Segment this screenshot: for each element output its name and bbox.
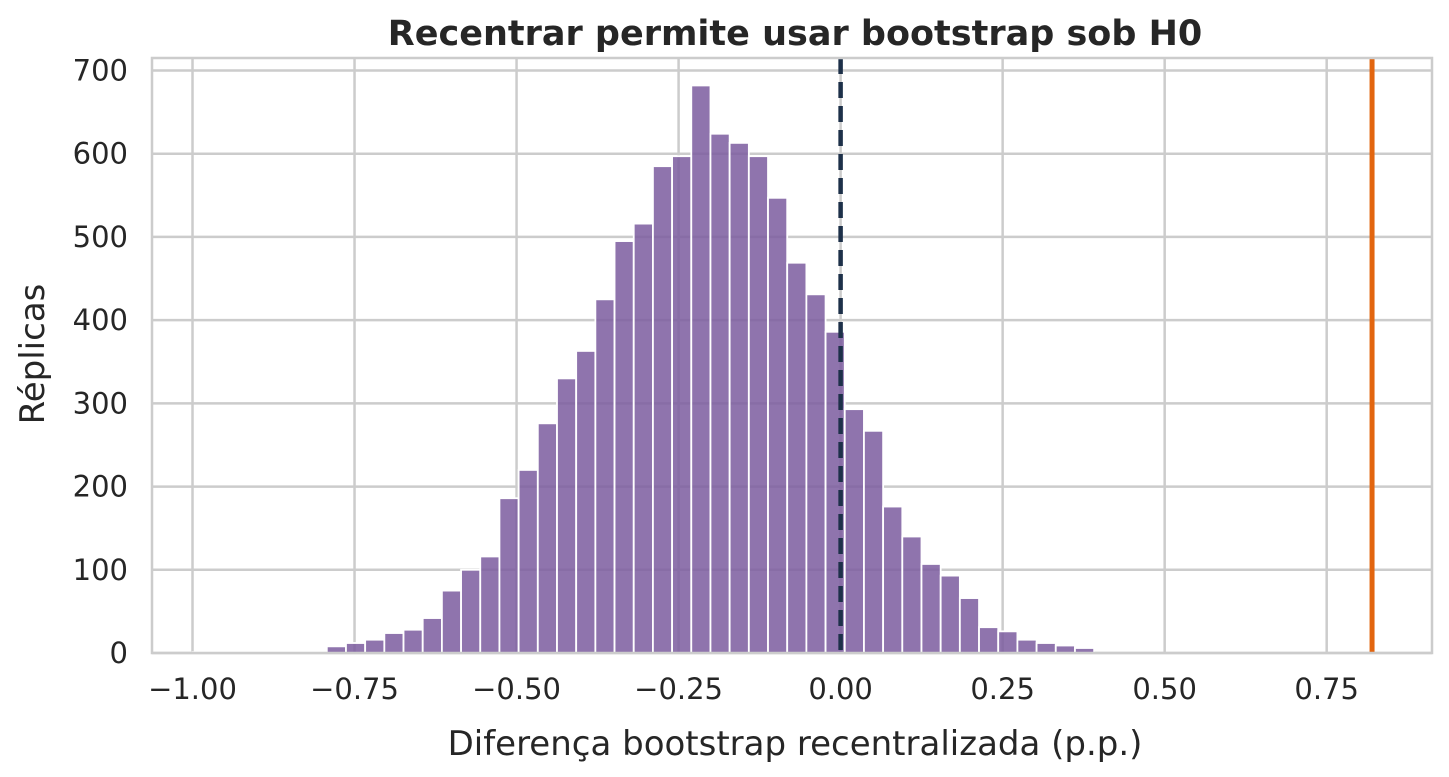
histogram-bar xyxy=(536,422,558,654)
histogram-bar xyxy=(767,196,789,654)
y-tick-label: 500 xyxy=(73,220,128,254)
histogram-bar xyxy=(978,626,1000,654)
chart-title: Recentrar permite usar bootstrap sob H0 xyxy=(388,14,1202,54)
histogram-bar xyxy=(421,617,443,654)
histogram-bar xyxy=(613,240,635,654)
histogram-bar xyxy=(690,84,712,654)
reference-lines xyxy=(838,58,1375,653)
histogram-bar xyxy=(1035,642,1057,654)
histogram-bar xyxy=(747,155,769,654)
histogram-bar xyxy=(920,563,942,654)
histogram-bar xyxy=(460,568,482,654)
histogram-bar xyxy=(383,632,405,654)
y-axis-ticks: 0 100 200 300 400 500 600 700 xyxy=(73,53,128,670)
histogram-bar xyxy=(556,377,578,654)
histogram-bar xyxy=(709,132,731,654)
histogram-bar xyxy=(402,628,424,654)
x-axis-ticks: −1.00 −0.75 −0.50 −0.25 0.00 0.25 0.50 0.75 xyxy=(148,672,1359,706)
histogram-bar xyxy=(882,505,904,654)
y-tick-label: 100 xyxy=(73,553,128,587)
histogram-bar xyxy=(575,350,597,654)
histogram-bar xyxy=(652,165,674,654)
x-tick-label: 0.50 xyxy=(1132,672,1197,706)
histogram-bar xyxy=(594,298,616,654)
histogram-bar xyxy=(939,574,961,654)
x-tick-label: −0.50 xyxy=(472,672,561,706)
histogram-bar xyxy=(345,642,367,654)
y-axis-label: Réplicas xyxy=(13,284,53,425)
histogram-bar xyxy=(863,429,885,654)
histogram-bar xyxy=(786,261,808,654)
histogram-bar xyxy=(440,589,462,654)
x-tick-label: −0.75 xyxy=(310,672,399,706)
plot-frame xyxy=(150,56,1434,655)
histogram-bar xyxy=(843,408,865,654)
y-tick-label: 200 xyxy=(73,470,128,504)
x-tick-label: −1.00 xyxy=(148,672,237,706)
histogram-bar xyxy=(958,597,980,654)
histogram-bar xyxy=(728,141,750,654)
y-tick-label: 300 xyxy=(73,386,128,420)
histogram-bar xyxy=(517,469,539,654)
histogram-bar xyxy=(632,222,654,654)
histogram-bars xyxy=(191,84,1096,654)
x-tick-label: −0.25 xyxy=(634,672,723,706)
y-tick-label: 0 xyxy=(110,636,128,670)
histogram-bar xyxy=(997,630,1019,654)
y-tick-label: 600 xyxy=(73,137,128,171)
histogram-bar xyxy=(498,497,520,654)
histogram-bar xyxy=(1016,638,1038,654)
y-tick-label: 700 xyxy=(73,53,128,87)
histogram-bar xyxy=(479,555,501,654)
x-tick-label: 0.00 xyxy=(808,672,873,706)
x-tick-label: 0.25 xyxy=(970,672,1035,706)
histogram-bar xyxy=(901,535,923,654)
x-tick-label: 0.75 xyxy=(1294,672,1359,706)
y-tick-label: 400 xyxy=(73,303,128,337)
histogram-bar xyxy=(364,638,386,654)
x-axis-label: Diferença bootstrap recentralizada (p.p.… xyxy=(448,724,1143,764)
histogram-bar xyxy=(805,293,827,654)
histogram-bar xyxy=(671,155,693,654)
